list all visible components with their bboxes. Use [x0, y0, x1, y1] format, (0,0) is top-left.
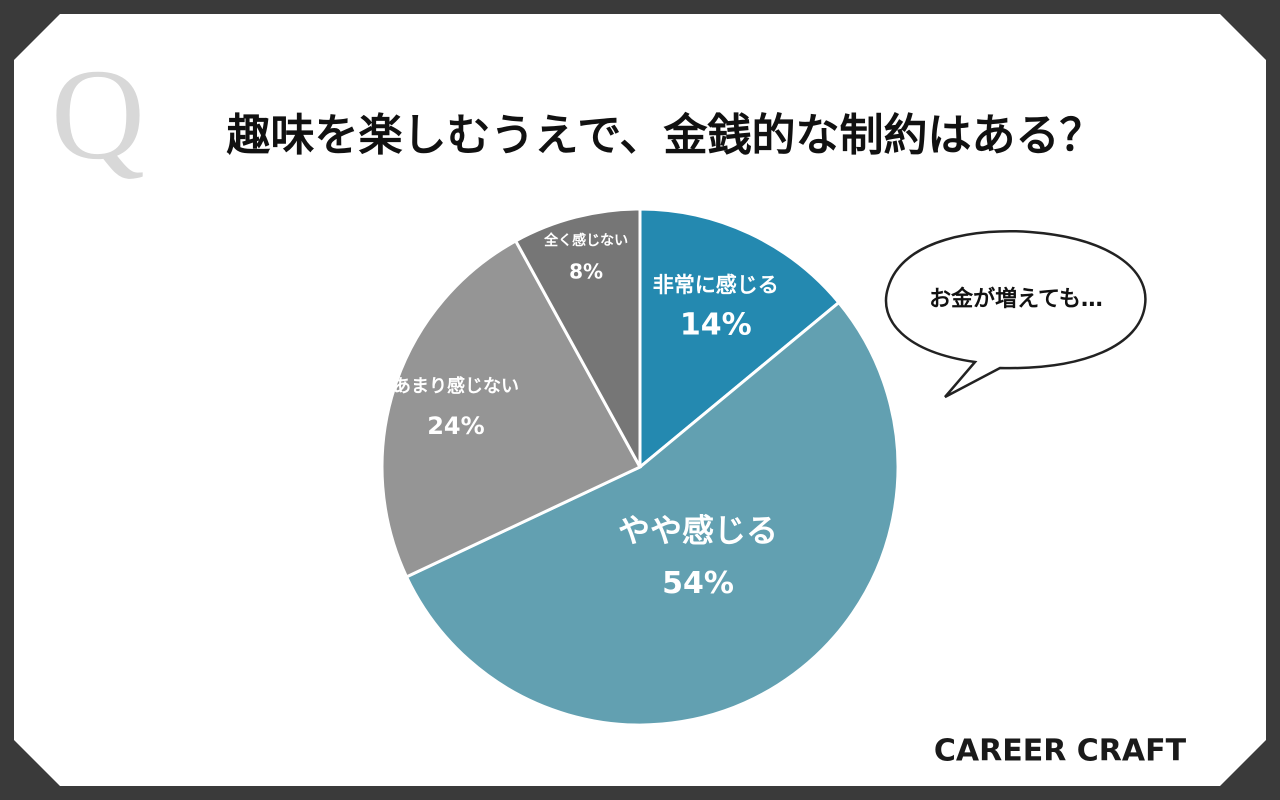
value-label: 24%	[427, 412, 484, 440]
chart-title: 趣味を楽しむうえで、金銭的な制約はある？	[227, 110, 1104, 161]
value-label: 14%	[680, 307, 752, 342]
value-label: 8%	[569, 260, 603, 284]
pie-slice	[380, 238, 643, 579]
slice-label: 全く感じない	[543, 232, 628, 249]
brand: CAREER CRAFT	[934, 734, 1187, 769]
pie-slice	[404, 300, 900, 727]
q-mark: Q	[51, 43, 145, 187]
pie-slice	[638, 207, 841, 471]
speech-bubble	[884, 229, 1147, 399]
value-label: 54%	[662, 566, 734, 601]
pie-slice	[513, 207, 642, 468]
annotation: お金が増えても…	[929, 286, 1103, 312]
slice-label: やや感じる	[618, 511, 778, 549]
slice-label: あまり感じない	[393, 375, 519, 397]
slice-label: 非常に感じる	[653, 273, 779, 297]
